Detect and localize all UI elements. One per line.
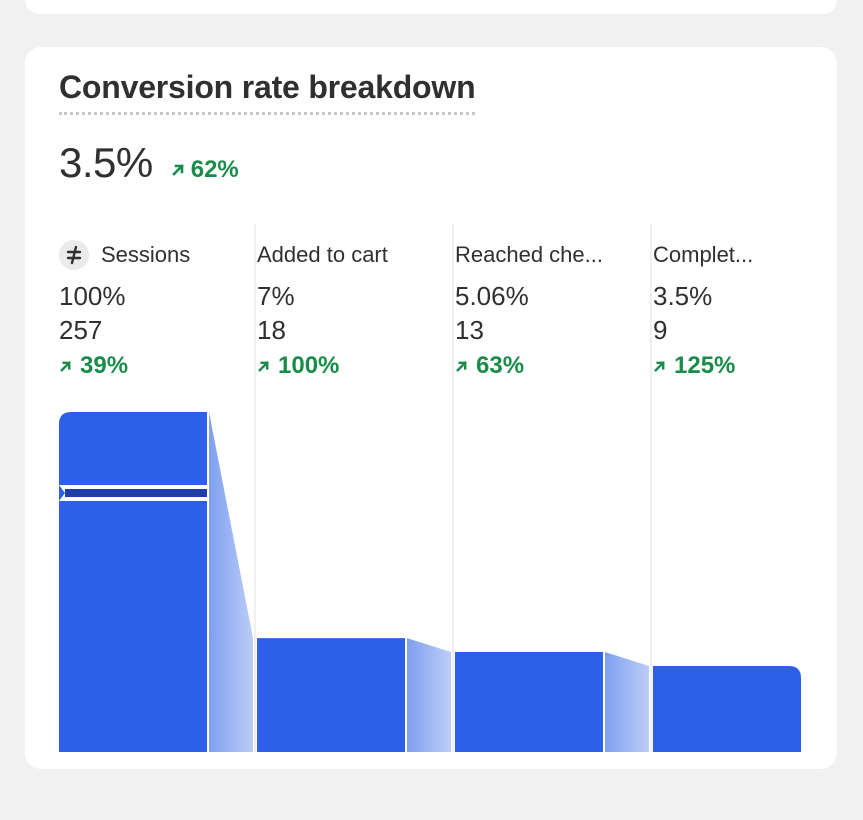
funnel-connector xyxy=(605,652,649,752)
axis-break-band xyxy=(65,489,207,497)
conversion-rate-change-value: 62% xyxy=(190,156,239,183)
arrow-up-right-icon xyxy=(456,360,467,372)
conversion-rate-value: 3.5% xyxy=(59,139,153,186)
stage-count: 257 xyxy=(59,315,103,345)
stage-label-text: Added to cart xyxy=(257,242,388,267)
stage-count: 18 xyxy=(257,315,286,345)
funnel-chart xyxy=(59,224,801,752)
not-equal-icon xyxy=(59,240,89,270)
funnel-bar[interactable] xyxy=(455,652,603,752)
funnel-connector xyxy=(407,638,451,752)
stage-percentage: 100% xyxy=(59,281,126,311)
axis-break-notch xyxy=(59,487,64,499)
stage-label[interactable]: Sessions xyxy=(59,237,249,273)
stage-label-text: Complet... xyxy=(653,242,754,267)
funnel-bar[interactable] xyxy=(257,638,405,752)
stage-count: 13 xyxy=(455,315,484,345)
stage-percentage: 5.06% xyxy=(455,281,529,311)
funnel-bar[interactable] xyxy=(59,412,207,752)
stage-change: 100% xyxy=(257,349,339,383)
stage-change-value: 100% xyxy=(278,352,340,379)
stage-label-text: Reached che... xyxy=(455,242,603,267)
stage-change: 63% xyxy=(455,349,524,383)
funnel-stage: Reached che... 5.06% 13 63% xyxy=(455,237,645,383)
stage-change: 125% xyxy=(653,349,735,383)
stage-change: 39% xyxy=(59,349,128,383)
arrow-up-right-icon xyxy=(654,360,665,372)
stage-change-value: 63% xyxy=(476,352,525,379)
funnel-bar[interactable] xyxy=(653,665,801,752)
funnel-stage: Sessions 100% 257 39% xyxy=(59,237,249,383)
previous-card xyxy=(25,0,837,14)
headline-metric: 3.5% 62% xyxy=(59,139,239,187)
arrow-up-right-icon xyxy=(258,360,269,372)
card-title[interactable]: Conversion rate breakdown xyxy=(59,69,476,115)
stage-count: 9 xyxy=(653,315,668,345)
funnel-connector xyxy=(209,412,253,752)
arrow-up-right-icon xyxy=(171,164,184,176)
stage-change-value: 125% xyxy=(674,352,736,379)
not-equal-icon xyxy=(66,245,82,265)
funnel-stage: Added to cart 7% 18 100% xyxy=(257,237,447,383)
stage-percentage: 7% xyxy=(257,281,295,311)
conversion-rate-card: Conversion rate breakdown 3.5% 62% Sessi… xyxy=(25,47,837,769)
stage-label-text: Sessions xyxy=(101,242,191,267)
stage-percentage: 3.5% xyxy=(653,281,713,311)
conversion-rate-change: 62% xyxy=(171,156,239,184)
funnel-stage: Complet... 3.5% 9 125% xyxy=(653,237,837,383)
stage-label[interactable]: Complet... xyxy=(653,237,837,273)
stage-label[interactable]: Added to cart xyxy=(257,237,447,273)
stage-change-value: 39% xyxy=(80,352,129,379)
arrow-up-right-icon xyxy=(60,360,71,372)
stage-label[interactable]: Reached che... xyxy=(455,237,645,273)
